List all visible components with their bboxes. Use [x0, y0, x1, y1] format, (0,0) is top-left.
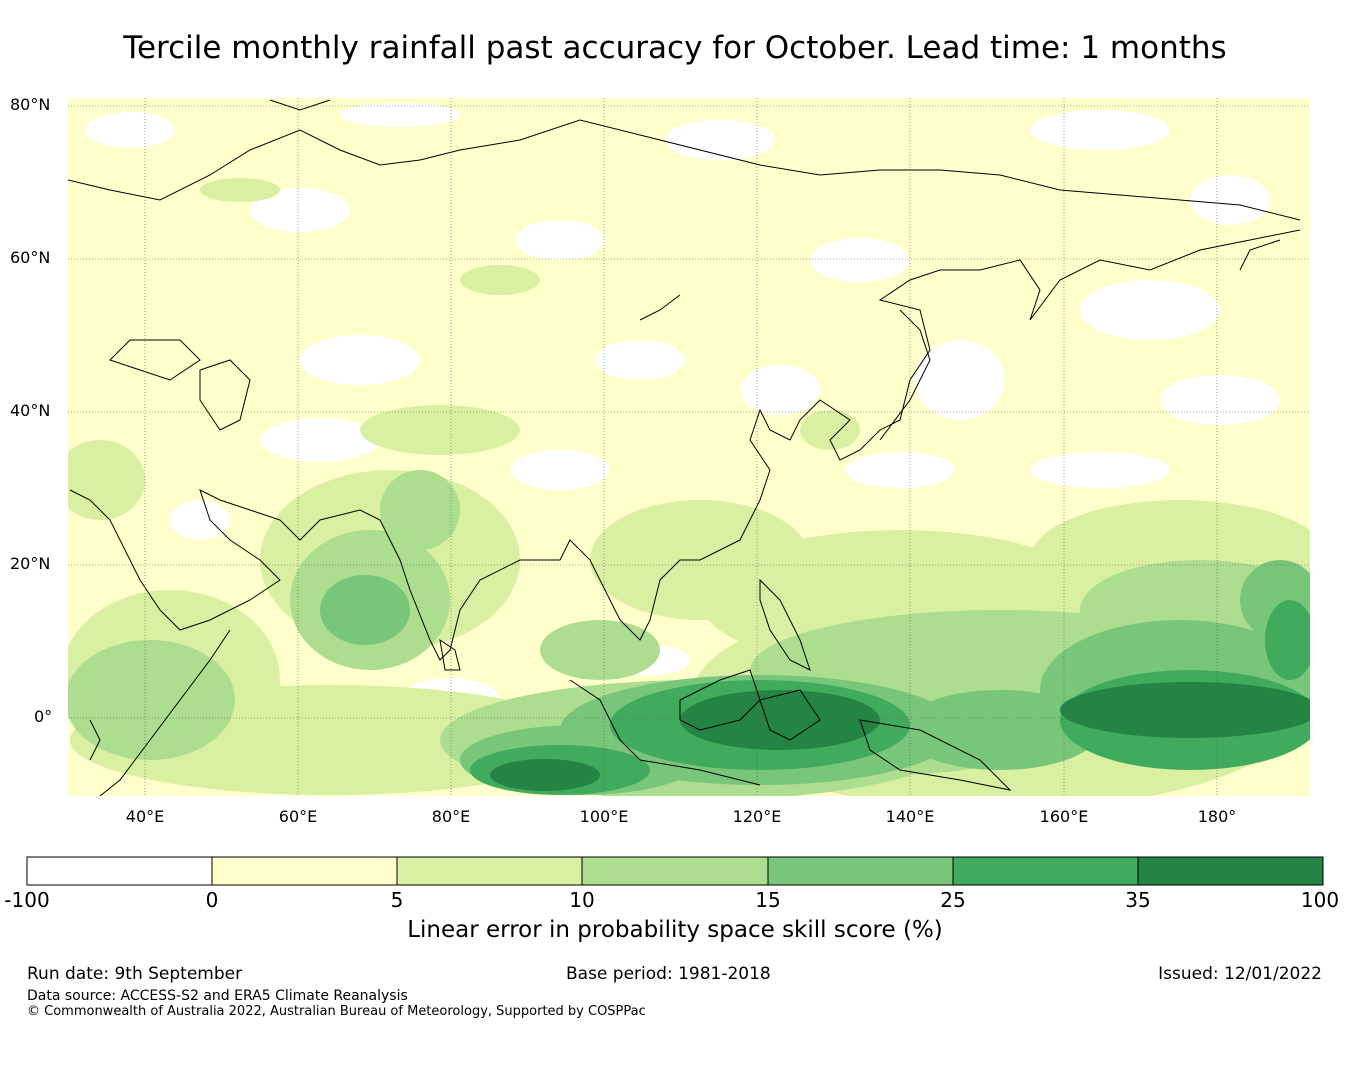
map-plot-area — [68, 98, 1310, 796]
colorbar-tick-label: 25 — [940, 888, 966, 912]
lon-label-60e: 60°E — [278, 807, 318, 826]
colorbar-tick-label: -100 — [4, 888, 50, 912]
issued-date: Issued: 12/01/2022 — [1158, 964, 1322, 984]
skill-35-100 — [490, 682, 1310, 791]
run-date: Run date: 9th September — [27, 964, 243, 984]
lat-label-20n: 20°N — [10, 554, 51, 573]
lon-label-160e: 160°E — [1039, 807, 1089, 826]
colorbar-segment-0 — [27, 857, 212, 885]
colorbar — [26, 856, 1324, 886]
colorbar-segment-6 — [1138, 857, 1323, 885]
colorbar-segment-2 — [397, 857, 582, 885]
lat-label-80n: 80°N — [10, 95, 51, 114]
data-source: Data source: ACCESS-S2 and ERA5 Climate … — [27, 988, 408, 1004]
colorbar-tick-label: 100 — [1300, 888, 1340, 912]
map-title: Tercile monthly rainfall past accuracy f… — [123, 30, 1227, 66]
colorbar-tick-label: 0 — [205, 888, 219, 912]
colorbar-segment-1 — [212, 857, 397, 885]
colorbar-title: Linear error in probability space skill … — [407, 917, 943, 943]
colorbar-tick-label: 15 — [755, 888, 781, 912]
colorbar-tick-label: 35 — [1125, 888, 1151, 912]
lon-label-40e: 40°E — [125, 807, 165, 826]
colorbar-segment-3 — [582, 857, 768, 885]
lon-label-120e: 120°E — [732, 807, 782, 826]
lat-label-40n: 40°N — [10, 401, 51, 420]
colorbar-segment-5 — [953, 857, 1138, 885]
colorbar-segment-4 — [768, 857, 953, 885]
gridlines — [68, 98, 1310, 796]
colorbar-tick-label: 5 — [390, 888, 404, 912]
lon-label-100e: 100°E — [579, 807, 629, 826]
lat-label-0: 0° — [34, 707, 53, 726]
lon-label-80e: 80°E — [431, 807, 471, 826]
copyright-notice: © Commonwealth of Australia 2022, Austra… — [27, 1004, 646, 1019]
lat-label-60n: 60°N — [10, 248, 51, 267]
colorbar-tick-label: 10 — [569, 888, 595, 912]
lon-label-140e: 140°E — [885, 807, 935, 826]
base-period: Base period: 1981-2018 — [566, 964, 771, 984]
coastlines — [68, 99, 1301, 796]
lon-label-180: 180° — [1197, 807, 1237, 826]
